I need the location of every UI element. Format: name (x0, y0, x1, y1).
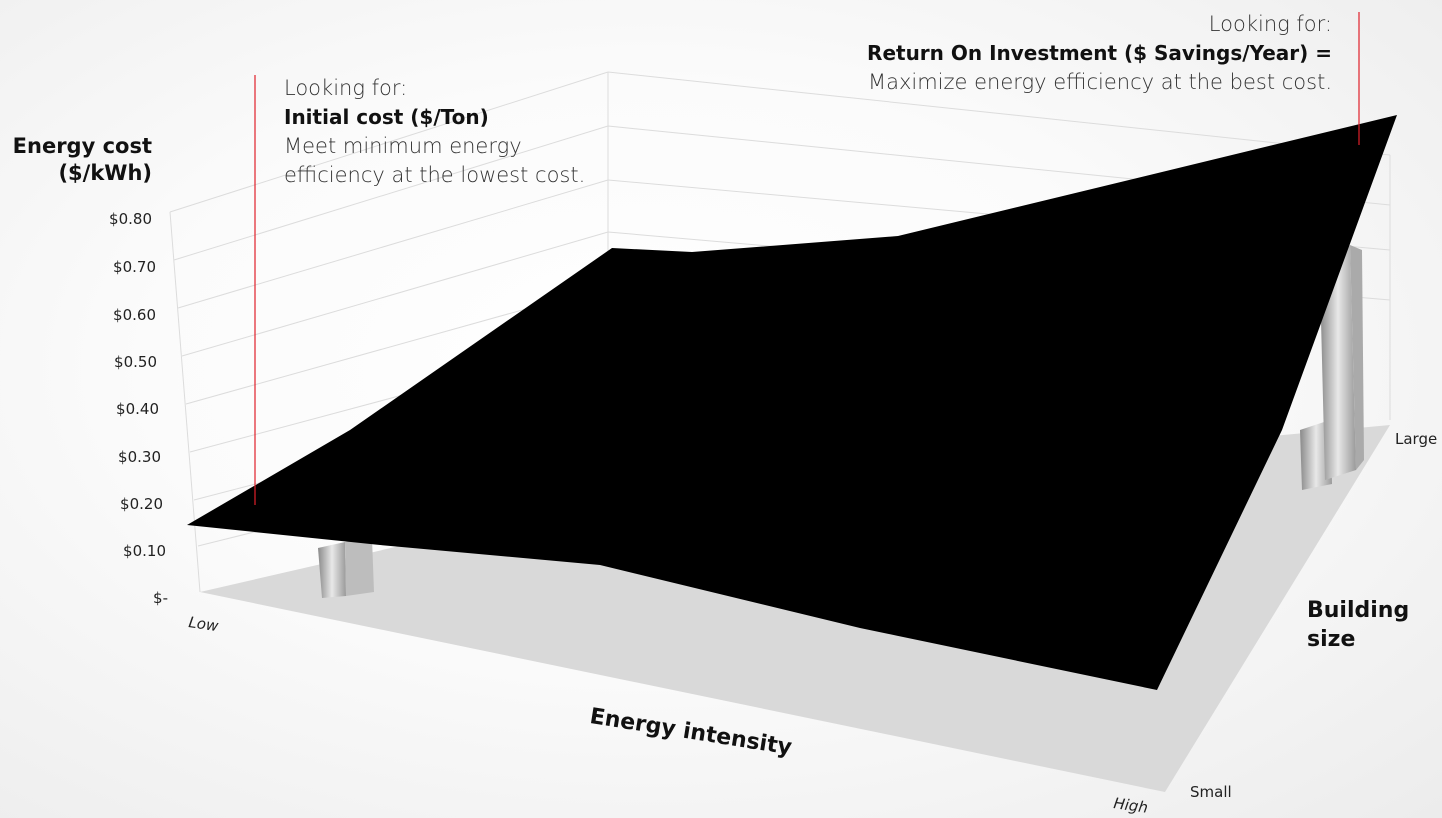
y-tick-label: $0.20 (120, 495, 163, 513)
annotation-intro: Looking for: (284, 76, 408, 100)
annotation-heading: Return On Investment ($ Savings/Year) = (867, 41, 1332, 65)
y-tick-label: $0.40 (116, 400, 159, 418)
annotation-body: Maximize energy efficiency at the best c… (867, 70, 1332, 94)
y-axis-title-line2: ($/kWh) (58, 161, 152, 185)
y-axis-title: Energy cost ($/kWh) (13, 133, 152, 187)
y-tick-label: $0.30 (118, 448, 161, 466)
data-pillars (318, 245, 1364, 598)
annotation-heading: Initial cost ($/Ton) (284, 105, 489, 129)
y-tick-label: $0.70 (113, 258, 156, 276)
x-tick-label-low: Low (187, 613, 220, 635)
x-tick-label-high: High (1112, 794, 1149, 817)
z-axis-title-line1: Building (1307, 598, 1410, 623)
y-tick-label: $0.10 (123, 542, 166, 560)
initial-cost-annotation: Looking for: Initial cost ($/Ton) Meet m… (284, 74, 624, 190)
y-tick-label: $0.80 (109, 210, 152, 228)
z-tick-label-large: Large (1395, 430, 1437, 448)
energy-cost-surface (187, 115, 1397, 690)
z-tick-label-small: Small (1190, 783, 1232, 801)
z-axis-title: Building size (1307, 596, 1437, 654)
annotation-body: Meet minimum energy efficiency at the lo… (284, 134, 586, 187)
annotation-intro: Looking for: (1208, 12, 1332, 36)
y-axis-title-line1: Energy cost (12, 134, 152, 158)
y-tick-label: $- (153, 589, 168, 607)
roi-annotation: Looking for: Return On Investment ($ Sav… (712, 10, 1332, 97)
y-tick-label: $0.50 (114, 353, 157, 371)
z-axis-title-line2: size (1307, 627, 1356, 652)
y-tick-label: $0.60 (113, 306, 156, 324)
